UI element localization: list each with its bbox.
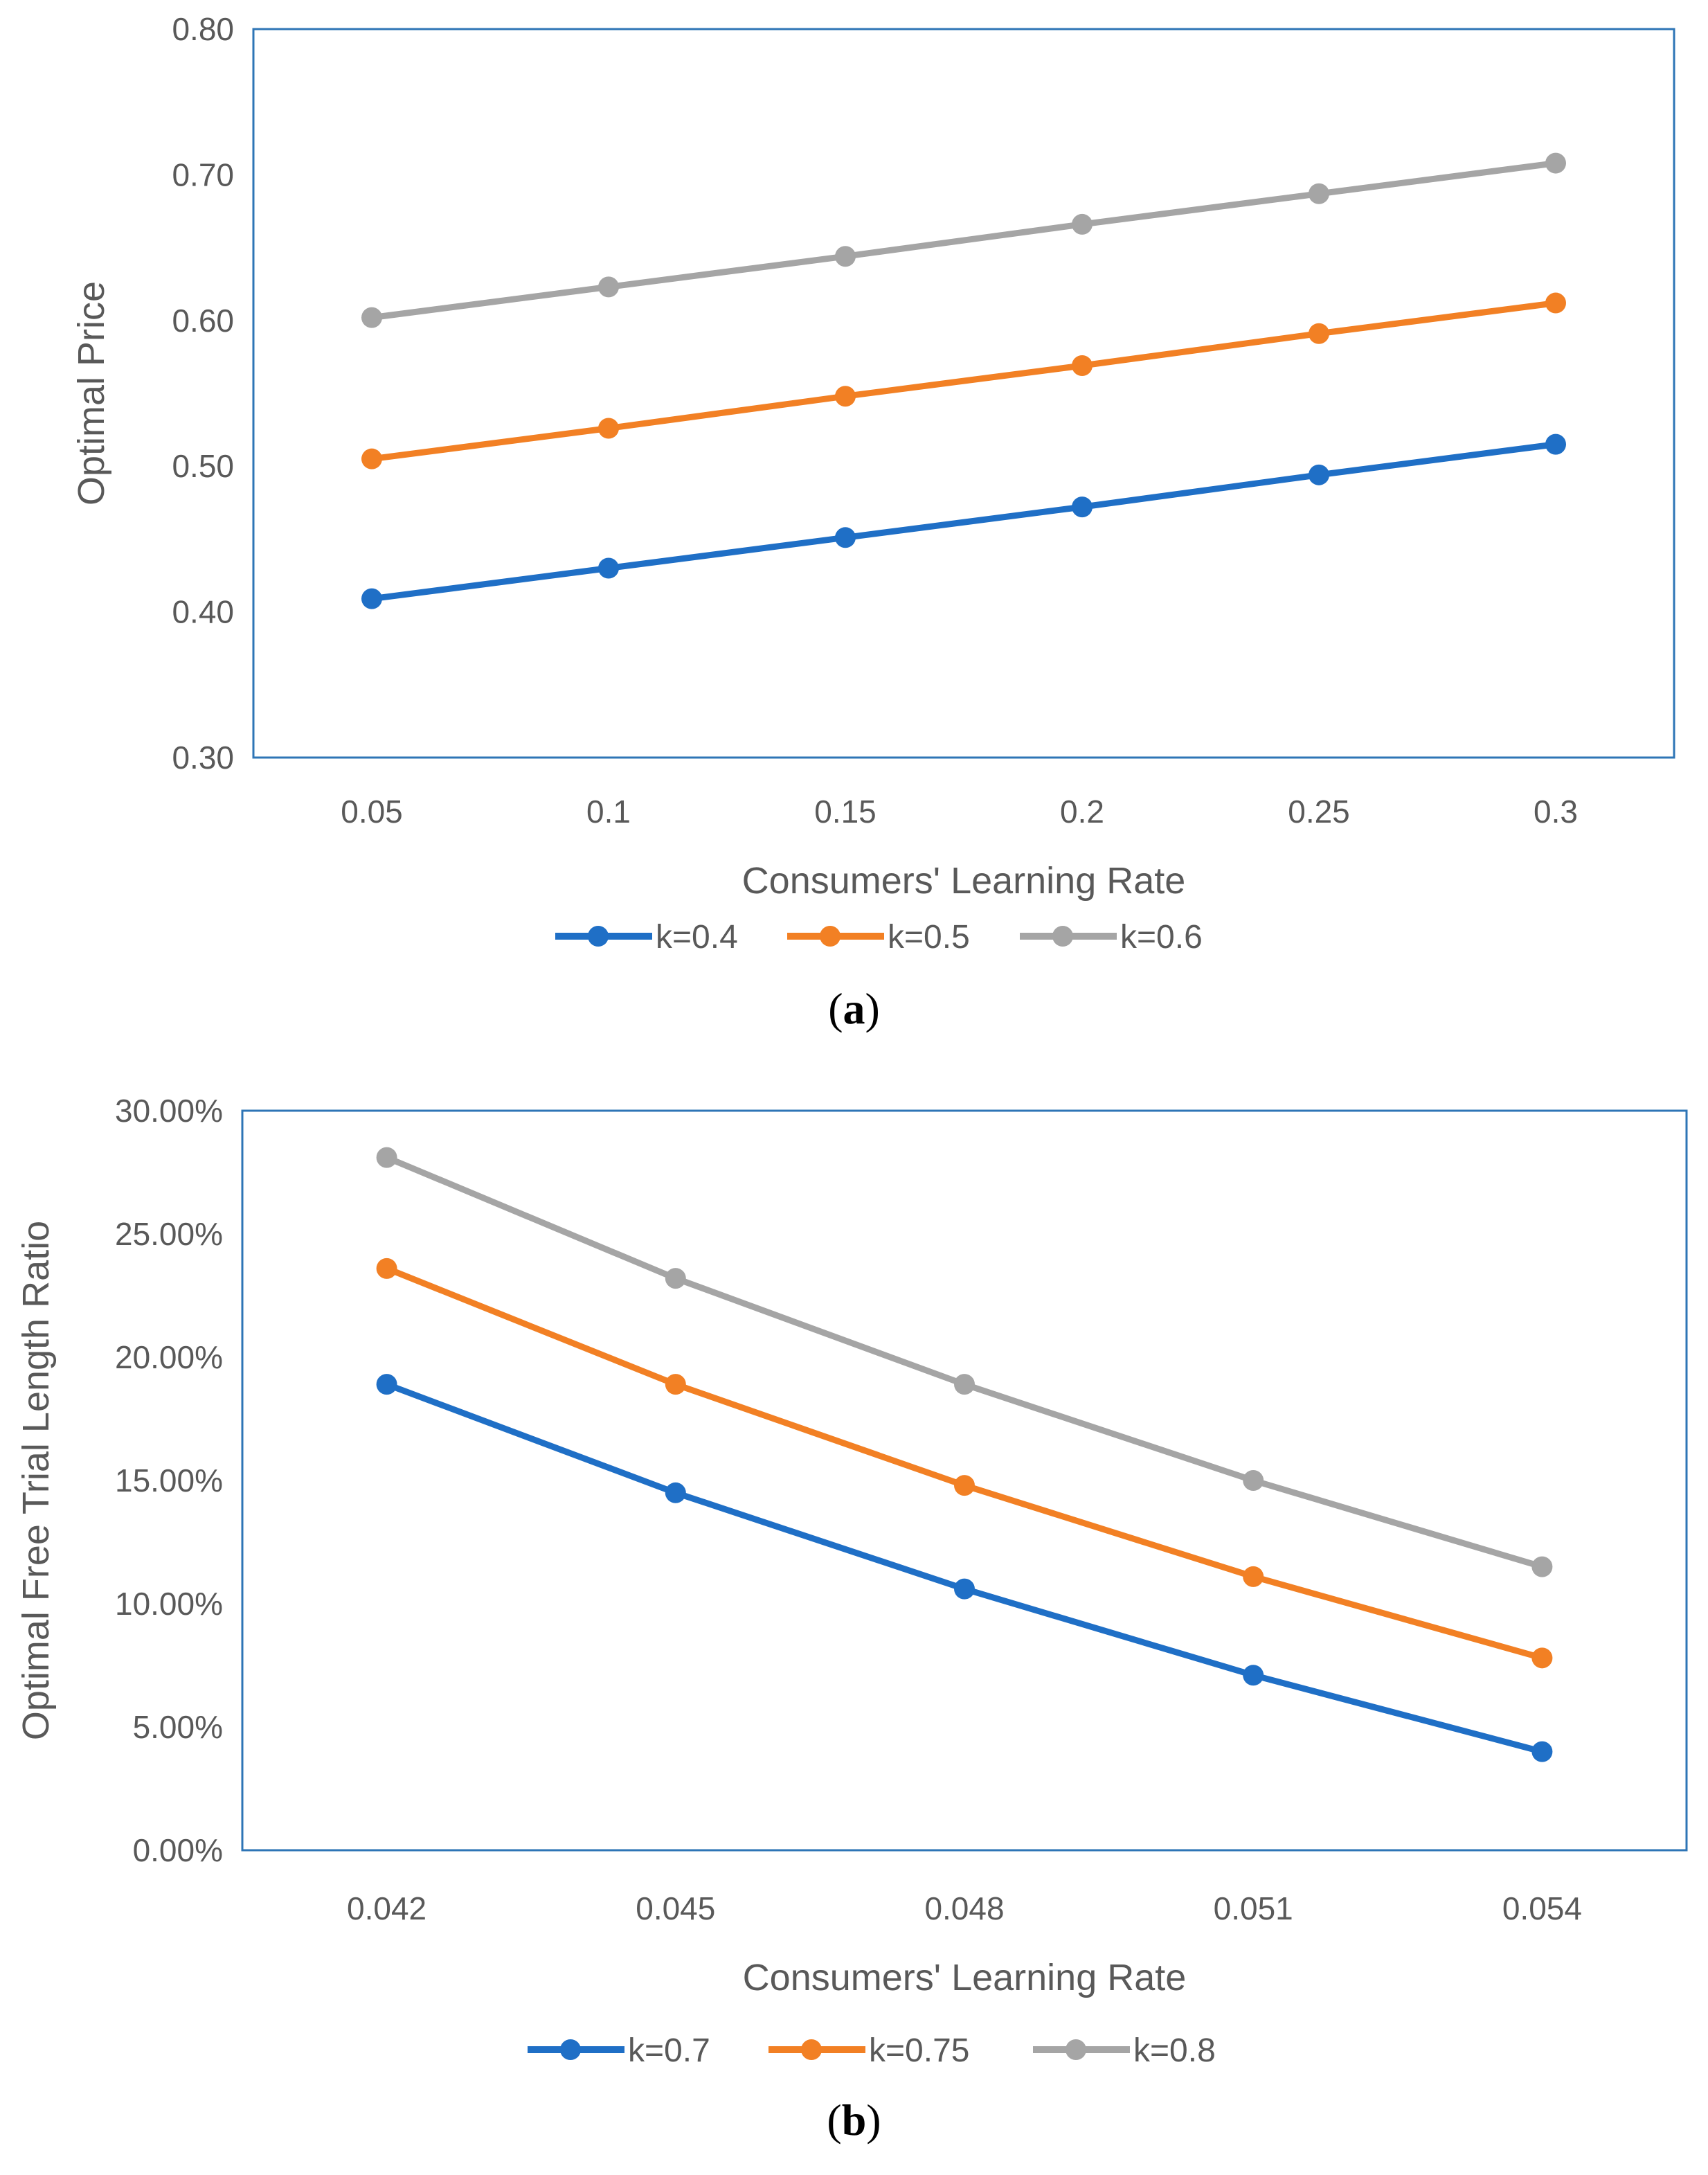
plot-area-frame bbox=[241, 1109, 1688, 1852]
x-tick-label: 0.25 bbox=[1288, 794, 1350, 830]
data-point bbox=[1531, 1741, 1553, 1762]
x-tick-label: 0.2 bbox=[1060, 794, 1104, 830]
legend-swatch-marker bbox=[801, 2039, 822, 2060]
x-tick-label: 0.042 bbox=[347, 1890, 426, 1926]
legend-label: k=0.6 bbox=[1120, 919, 1203, 956]
y-tick-label: 10.00% bbox=[115, 1586, 223, 1622]
data-point bbox=[1243, 1665, 1264, 1686]
x-tick-label: 0.048 bbox=[924, 1890, 1004, 1926]
series-line-k=0.75 bbox=[384, 1265, 1545, 1661]
chart-b-caption: (b) bbox=[827, 2095, 881, 2145]
data-point bbox=[1243, 1566, 1264, 1587]
y-axis-title: Optimal Price bbox=[71, 281, 112, 505]
y-tick-label: 25.00% bbox=[115, 1216, 223, 1252]
legend-label: k=0.7 bbox=[628, 2032, 710, 2069]
chart-b-svg: 0.00% 5.00% 10.00% 15.00% 20.00% 25.00% 30.00%… bbox=[15, 1093, 1688, 2069]
legend-swatch-marker bbox=[588, 926, 609, 947]
y-tick-label: 0.80 bbox=[172, 11, 234, 47]
data-point bbox=[1545, 292, 1566, 314]
data-point bbox=[1545, 433, 1566, 455]
series-line-k=0.5 bbox=[368, 300, 1559, 463]
data-point bbox=[361, 448, 382, 469]
plot-area-frame bbox=[252, 28, 1675, 759]
y-tick-label: 0.00% bbox=[133, 1832, 223, 1868]
y-tick-label: 0.50 bbox=[172, 448, 234, 484]
x-tick-label: 0.3 bbox=[1534, 794, 1578, 830]
data-point bbox=[1531, 1647, 1553, 1669]
y-axis-title: Optimal Free Trial Length Ratio bbox=[15, 1221, 57, 1740]
data-point bbox=[1309, 323, 1329, 344]
legend-swatch-marker bbox=[1066, 2039, 1086, 2060]
data-point bbox=[835, 527, 856, 548]
x-tick-label: 0.054 bbox=[1502, 1890, 1582, 1926]
x-tick-label: 0.045 bbox=[636, 1890, 715, 1926]
legend-label: k=0.8 bbox=[1133, 2032, 1216, 2069]
chart-b: 0.00% 5.00% 10.00% 15.00% 20.00% 25.00% 30.00%… bbox=[0, 1053, 1708, 2175]
data-point bbox=[1243, 1470, 1264, 1491]
series-line-k=0.6 bbox=[368, 160, 1559, 321]
legend-swatch-marker bbox=[560, 2039, 581, 2060]
data-point bbox=[665, 1268, 686, 1289]
legend-label: k=0.75 bbox=[869, 2032, 969, 2069]
y-tick-label: 15.00% bbox=[115, 1462, 223, 1498]
x-tick-label: 0.1 bbox=[586, 794, 631, 830]
y-tick-label: 0.70 bbox=[172, 156, 234, 193]
chart-a-svg: 0.30 0.40 0.50 0.60 0.70 0.80 0.05 0.1 0.15 0.2 0.… bbox=[71, 11, 1675, 956]
y-tick-label: 0.30 bbox=[172, 740, 234, 776]
x-tick-label: 0.051 bbox=[1214, 1890, 1293, 1926]
data-point bbox=[598, 418, 619, 439]
legend-swatch-marker bbox=[820, 926, 840, 947]
data-point bbox=[1309, 183, 1329, 204]
data-point bbox=[1072, 213, 1093, 235]
data-point bbox=[1072, 496, 1093, 518]
data-point bbox=[1309, 464, 1329, 485]
data-point bbox=[1545, 152, 1566, 174]
data-point bbox=[665, 1374, 686, 1395]
series-line-k=0.7 bbox=[384, 1381, 1545, 1755]
y-tick-label: 0.40 bbox=[172, 594, 234, 630]
legend-label: k=0.5 bbox=[888, 919, 970, 956]
series-line-k=0.8 bbox=[384, 1154, 1545, 1570]
x-axis-title: Consumers' Learning Rate bbox=[743, 1957, 1187, 1998]
chart-a-caption: (a) bbox=[828, 984, 880, 1033]
data-point bbox=[376, 1374, 397, 1395]
data-point bbox=[1072, 355, 1093, 377]
x-tick-label: 0.15 bbox=[814, 794, 877, 830]
y-tick-label: 30.00% bbox=[115, 1093, 223, 1129]
data-point bbox=[954, 1475, 975, 1496]
data-point bbox=[376, 1257, 397, 1279]
x-axis-title: Consumers' Learning Rate bbox=[742, 860, 1186, 902]
data-point bbox=[376, 1147, 397, 1168]
data-point bbox=[835, 246, 856, 267]
data-point bbox=[835, 386, 856, 407]
data-point bbox=[665, 1482, 686, 1503]
y-tick-label: 0.60 bbox=[172, 303, 234, 339]
data-point bbox=[1531, 1556, 1553, 1577]
legend-swatch-marker bbox=[1052, 926, 1073, 947]
y-tick-label: 20.00% bbox=[115, 1339, 223, 1375]
chart-a: 0.30 0.40 0.50 0.60 0.70 0.80 0.05 0.1 0.15 0.2 0.… bbox=[0, 0, 1708, 1053]
data-point bbox=[954, 1374, 975, 1395]
legend-label: k=0.4 bbox=[656, 919, 738, 956]
data-point bbox=[598, 276, 619, 298]
data-point bbox=[954, 1578, 975, 1600]
data-point bbox=[598, 557, 619, 579]
data-point bbox=[361, 307, 382, 328]
y-tick-label: 5.00% bbox=[133, 1709, 223, 1745]
x-tick-label: 0.05 bbox=[341, 794, 403, 830]
data-point bbox=[361, 588, 382, 609]
series-line-k=0.4 bbox=[368, 441, 1559, 602]
